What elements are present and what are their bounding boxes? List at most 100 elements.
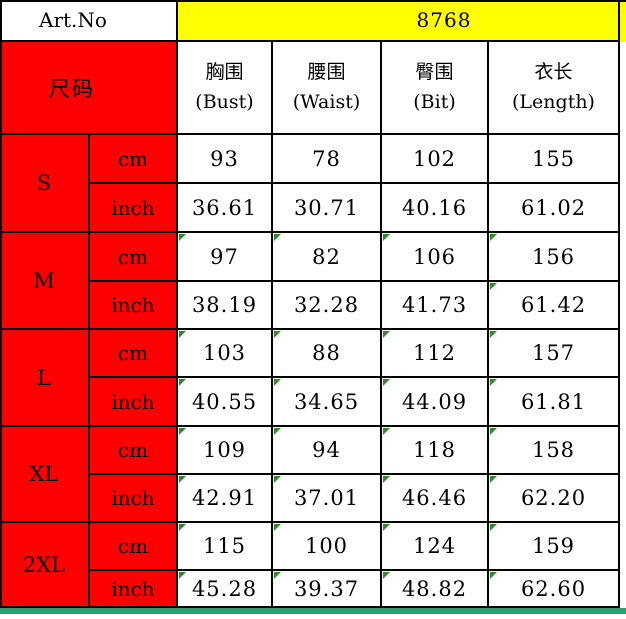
unit-cell-cm: cm	[90, 233, 178, 282]
value-cell: 46.46	[382, 475, 489, 523]
column-header-bust: 胸围 (Bust)	[178, 42, 273, 135]
table-left-border	[0, 0, 2, 608]
value-cell-text: 45.28	[191, 576, 258, 601]
value-cell-text: 48.82	[401, 576, 468, 601]
size-cell-xl: XL	[0, 427, 90, 523]
size-header-cell: 尺码	[0, 42, 178, 135]
text-format-flag-icon	[179, 524, 186, 531]
value-cell: 61.81	[489, 378, 620, 427]
value-cell: 78	[273, 135, 382, 184]
unit-cell-inch-text: inch	[111, 389, 155, 414]
value-cell-text: 106	[412, 244, 457, 269]
size-cell-m-text: M	[33, 268, 55, 293]
right-margin-sliver	[620, 42, 626, 608]
text-format-flag-icon	[274, 379, 281, 386]
text-format-flag-icon	[274, 234, 281, 241]
text-format-flag-icon	[383, 331, 390, 338]
unit-cell-inch: inch	[90, 571, 178, 608]
value-cell-text: 88	[312, 341, 341, 365]
value-cell-text: 102	[412, 146, 457, 171]
size-cell-2xl: 2XL	[0, 523, 90, 608]
value-cell-text: 38.19	[191, 293, 258, 317]
text-format-flag-icon	[274, 476, 281, 483]
value-cell: 102	[382, 135, 489, 184]
size-cell-l-text: L	[37, 365, 51, 390]
value-cell: 112	[382, 330, 489, 378]
value-cell-text: 78	[312, 146, 341, 171]
value-cell: 61.02	[489, 184, 620, 233]
text-format-flag-icon	[274, 524, 281, 531]
value-cell-text: 158	[531, 438, 576, 462]
value-cell: 30.71	[273, 184, 382, 233]
size-cell-l: L	[0, 330, 90, 427]
unit-cell-cm-text: cm	[117, 341, 149, 365]
text-format-flag-icon	[383, 234, 390, 241]
art-no-label-cell: Art.No	[0, 0, 178, 42]
value-cell: 62.60	[489, 571, 620, 608]
value-cell: 45.28	[178, 571, 273, 608]
unit-cell-inch: inch	[90, 378, 178, 427]
value-cell-text: 30.71	[293, 195, 360, 220]
value-cell-text: 109	[202, 438, 247, 462]
text-format-flag-icon	[490, 476, 497, 483]
value-cell: 82	[273, 233, 382, 282]
value-cell-text: 118	[412, 438, 457, 462]
text-format-flag-icon	[179, 476, 186, 483]
unit-cell-inch: inch	[90, 475, 178, 523]
text-format-flag-icon	[274, 331, 281, 338]
text-format-flag-icon	[179, 234, 186, 241]
unit-cell-inch-text: inch	[111, 576, 155, 601]
value-cell: 159	[489, 523, 620, 571]
column-header-length: 衣长 (Length)	[489, 42, 620, 135]
unit-cell-inch: inch	[90, 282, 178, 330]
column-header-length-zh: 衣长	[534, 60, 573, 83]
text-format-flag-icon	[490, 283, 497, 290]
value-cell-text: 40.55	[191, 389, 258, 414]
value-cell-text: 103	[202, 341, 247, 365]
art-no-label: Art.No	[39, 8, 107, 32]
value-cell: 61.42	[489, 282, 620, 330]
text-format-flag-icon	[490, 428, 497, 435]
value-cell-text: 32.28	[293, 293, 360, 317]
unit-cell-cm: cm	[90, 427, 178, 475]
value-cell: 34.65	[273, 378, 382, 427]
yellow-edge-sliver	[620, 0, 626, 42]
value-cell-text: 41.73	[401, 293, 468, 317]
text-format-flag-icon	[383, 428, 390, 435]
value-cell: 62.20	[489, 475, 620, 523]
value-cell-text: 155	[531, 146, 576, 171]
column-header-waist: 腰围 (Waist)	[273, 42, 382, 135]
value-cell: 109	[178, 427, 273, 475]
text-format-flag-icon	[490, 331, 497, 338]
value-cell-text: 94	[312, 438, 341, 462]
text-format-flag-icon	[490, 379, 497, 386]
value-cell-text: 44.09	[401, 389, 468, 414]
value-cell: 48.82	[382, 571, 489, 608]
value-cell-text: 39.37	[293, 576, 360, 601]
value-cell-text: 156	[531, 244, 576, 269]
value-cell-text: 97	[210, 244, 239, 269]
value-cell: 158	[489, 427, 620, 475]
value-cell-text: 82	[312, 244, 341, 269]
value-cell: 40.16	[382, 184, 489, 233]
value-cell-text: 62.60	[520, 576, 587, 601]
value-cell-text: 61.02	[520, 195, 587, 220]
value-cell-text: 61.81	[520, 389, 587, 414]
column-header-hip-zh: 臀围	[415, 60, 454, 83]
column-header-waist-en: (Waist)	[292, 90, 361, 113]
value-cell-text: 34.65	[293, 389, 360, 414]
value-cell: 88	[273, 330, 382, 378]
value-cell: 94	[273, 427, 382, 475]
value-cell: 118	[382, 427, 489, 475]
column-header-length-en: (Length)	[512, 90, 595, 113]
text-format-flag-icon	[179, 331, 186, 338]
art-no-value: 8768	[416, 8, 472, 32]
value-cell-text: 115	[202, 534, 247, 558]
text-format-flag-icon	[383, 524, 390, 531]
unit-cell-inch-text: inch	[111, 293, 155, 317]
value-cell-text: 42.91	[191, 486, 258, 510]
unit-cell-cm-text: cm	[117, 438, 149, 462]
value-cell-text: 157	[531, 341, 576, 365]
